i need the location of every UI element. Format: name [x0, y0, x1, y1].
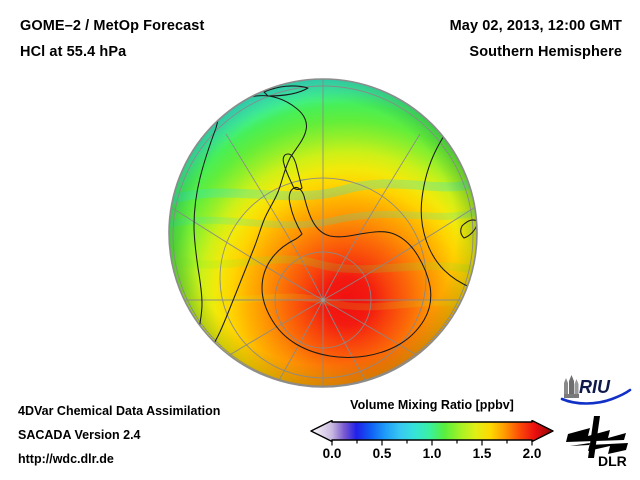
- dlr-logo-svg: DLR: [566, 416, 628, 469]
- colorbar-ticks: [331, 440, 533, 446]
- coastline-australia: [438, 357, 477, 387]
- meridian-60w: [169, 203, 324, 301]
- coastline-antarctic-peninsula: [282, 153, 303, 191]
- coastline-madagascar: [460, 219, 477, 239]
- colorbar-tick-label: 0.5: [372, 446, 392, 461]
- header-region: Southern Hemisphere: [469, 44, 622, 60]
- meridian-30w: [225, 133, 324, 301]
- meridian-150w: [229, 299, 324, 387]
- colorbar-tick-label: 1.5: [472, 446, 492, 461]
- colorbar-tick-labels: 0.0 0.5 1.0 1.5 2.0: [310, 446, 554, 468]
- riu-logo-svg: RIU: [560, 375, 632, 405]
- coastline-tierra-del-fuego: [201, 355, 219, 370]
- footer-line-assimilation: 4DVar Chemical Data Assimilation: [18, 404, 221, 418]
- riu-logo-text: RIU: [579, 377, 611, 397]
- riu-towers-icon: [564, 375, 579, 398]
- colorbar-gradient: [311, 420, 553, 442]
- colorbar-tick-label: 0.0: [322, 446, 342, 461]
- colorbar-tick-label: 2.0: [522, 446, 542, 461]
- coastline-south-america-north: [263, 85, 309, 97]
- map-field: [168, 78, 477, 387]
- header-instrument-title: GOME–2 / MetOp Forecast: [20, 18, 205, 34]
- polar-projection-map: [168, 78, 478, 388]
- footer-line-url[interactable]: http://wdc.dlr.de: [18, 452, 114, 466]
- colorbar-title: Volume Mixing Ratio [ppbv]: [350, 398, 514, 412]
- header-datetime: May 02, 2013, 12:00 GMT: [449, 18, 622, 34]
- globe-svg: [168, 78, 478, 388]
- meridians: [169, 79, 477, 387]
- globe-outline: [168, 78, 478, 388]
- colorbar-swatch: [310, 420, 554, 446]
- coastline-africa: [420, 101, 477, 293]
- colorbar-tick-label: 1.0: [422, 446, 442, 461]
- meridian-150e: [322, 299, 415, 387]
- footer-line-version: SACADA Version 2.4: [18, 428, 141, 442]
- dlr-logo: DLR: [564, 414, 636, 470]
- south-pole-marker: [321, 298, 325, 302]
- header-species-title: HCl at 55.4 hPa: [20, 44, 127, 60]
- dlr-logo-text: DLR: [598, 453, 627, 469]
- graticule: [169, 79, 477, 387]
- riu-wave-icon: [560, 388, 632, 405]
- dlr-mark-icon: [566, 416, 628, 458]
- meridian-60e: [322, 203, 477, 301]
- meridian-30e: [322, 133, 421, 301]
- coastline-south-america: [193, 95, 307, 359]
- colorbar: Volume Mixing Ratio [ppbv] 0.0 0.5 1.0 1.5 2…: [310, 398, 554, 474]
- riu-logo: RIU: [558, 374, 634, 408]
- coastline-antarctica: [261, 186, 432, 359]
